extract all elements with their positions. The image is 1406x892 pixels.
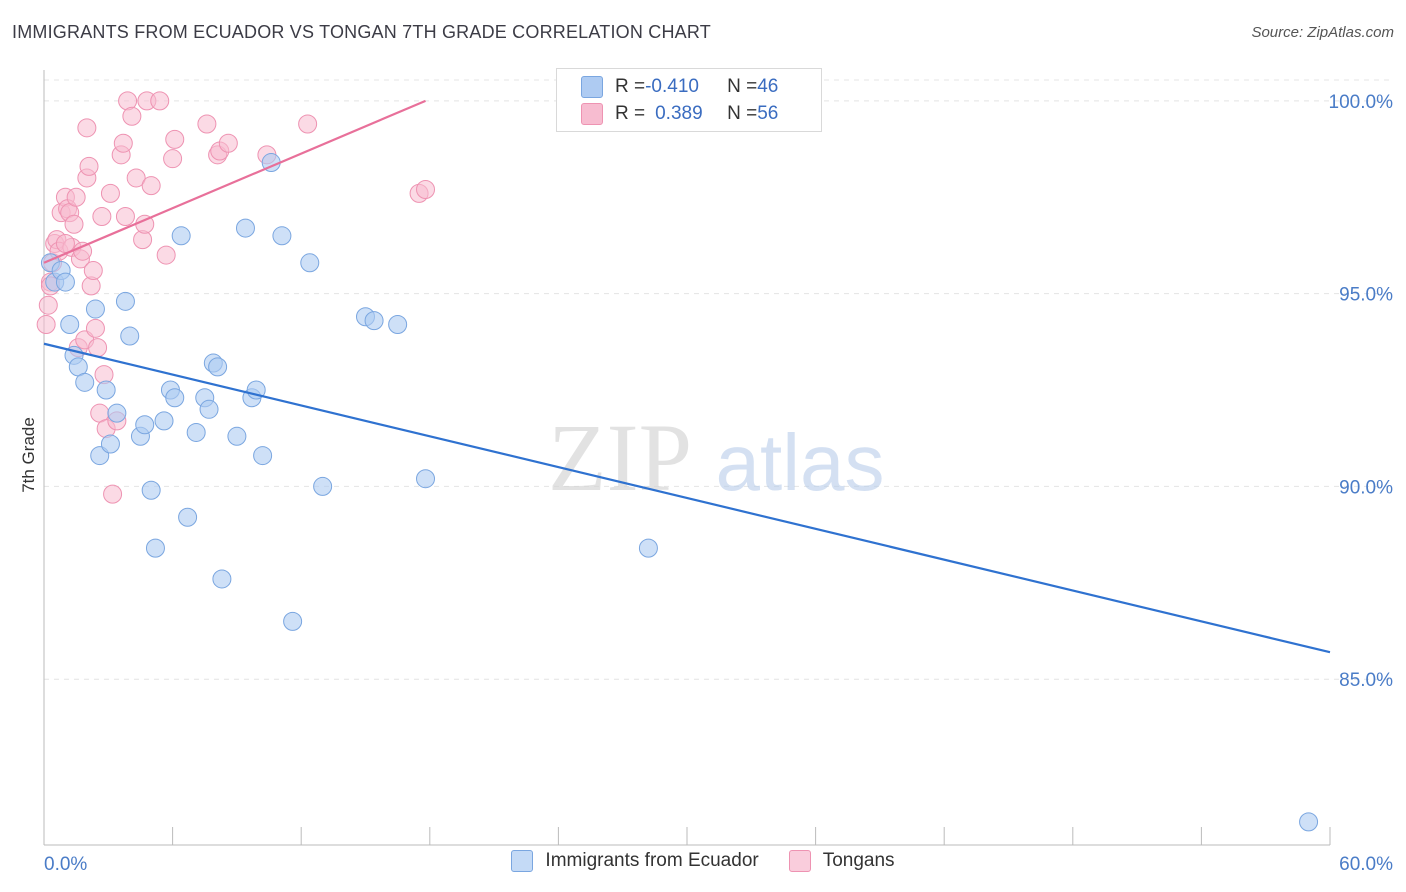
- y-axis-label: 7th Grade: [19, 417, 38, 493]
- source-label: Source: ZipAtlas.com: [1251, 24, 1394, 41]
- ecuador-point: [60, 314, 80, 334]
- legend-swatch-blue: [581, 76, 603, 98]
- watermark-atlas: atlas: [716, 418, 885, 507]
- tongans-trend-line: [43, 99, 426, 264]
- ecuador-point: [171, 226, 191, 246]
- tongans-point: [103, 484, 123, 504]
- ecuador-point: [388, 314, 408, 334]
- tongans-point: [298, 114, 318, 134]
- ecuador-point: [212, 569, 232, 589]
- legend-row-ecuador: R = -0.410 N = 46: [581, 74, 778, 100]
- axes: [43, 70, 1331, 846]
- ecuador-point: [135, 415, 155, 435]
- ecuador-point: [208, 357, 228, 377]
- ecuador-point: [227, 426, 247, 446]
- ecuador-point: [115, 291, 135, 311]
- legend-r-label: R =: [615, 103, 646, 124]
- tongans-point: [115, 207, 135, 227]
- y-tick-label: 95.0%: [1339, 285, 1393, 306]
- tongans-point: [92, 207, 112, 227]
- ecuador-trend-line: [43, 342, 1331, 654]
- tongans-point: [218, 133, 238, 153]
- ecuador-point: [364, 311, 384, 331]
- tongans-point: [64, 214, 84, 234]
- ecuador-point: [300, 253, 320, 273]
- ecuador-point: [120, 326, 140, 346]
- trend-lines: [43, 99, 1331, 654]
- y-tick-label: 100.0%: [1329, 92, 1394, 113]
- ecuador-point: [272, 226, 292, 246]
- tongans-point: [126, 168, 146, 188]
- tongans-points: [36, 91, 436, 504]
- ecuador-point: [638, 538, 658, 558]
- tongans-point: [79, 156, 99, 176]
- tongans-point: [163, 149, 183, 169]
- tongans-point: [150, 91, 170, 111]
- legend-item-ecuador: Immigrants from Ecuador: [511, 850, 759, 872]
- x-tick-label: 0.0%: [44, 854, 87, 875]
- ecuador-point: [141, 480, 161, 500]
- legend-n-label: N =: [727, 103, 758, 124]
- tongans-point: [416, 180, 436, 200]
- legend-r-value: -0.410: [645, 76, 699, 97]
- ecuador-point: [165, 388, 185, 408]
- ecuador-point: [55, 272, 75, 292]
- ecuador-point: [1299, 812, 1319, 832]
- ecuador-point: [154, 411, 174, 431]
- ecuador-point: [75, 372, 95, 392]
- legend-row-tongans: R = 0.389 N = 56: [581, 101, 778, 127]
- legend-item-tongans: Tongans: [788, 850, 895, 872]
- ecuador-points: [40, 153, 1319, 832]
- tongans-point: [113, 133, 133, 153]
- ecuador-point: [107, 403, 127, 423]
- legend-r-value: 0.389: [655, 103, 703, 124]
- tongans-point: [100, 183, 120, 203]
- tongans-point: [165, 129, 185, 149]
- tongans-point: [83, 260, 103, 280]
- tongans-point: [85, 318, 105, 338]
- ecuador-point: [85, 299, 105, 319]
- tongans-point: [66, 187, 86, 207]
- y-tick-label: 90.0%: [1339, 477, 1393, 498]
- legend-n-value: 56: [757, 103, 779, 124]
- legend-swatch-blue: [511, 850, 534, 872]
- ecuador-point: [253, 446, 273, 466]
- legend-label-tongans: Tongans: [822, 850, 895, 871]
- series-legend: Immigrants from Ecuador Tongans: [0, 850, 1406, 872]
- chart-title: IMMIGRANTS FROM ECUADOR VS TONGAN 7TH GR…: [12, 22, 711, 42]
- ecuador-point: [199, 399, 219, 419]
- legend-r-label: R =: [615, 76, 646, 97]
- tongans-point: [38, 295, 58, 315]
- ecuador-point: [416, 469, 436, 489]
- grid: [44, 79, 1390, 680]
- ecuador-point: [100, 434, 120, 454]
- legend-n-value: 46: [757, 76, 779, 97]
- stats-legend: R = -0.410 N = 46 R = 0.389 N = 56: [556, 68, 822, 132]
- tongans-point: [77, 118, 97, 138]
- ecuador-point: [313, 476, 333, 496]
- y-tick-label: 85.0%: [1339, 670, 1393, 691]
- legend-label-ecuador: Immigrants from Ecuador: [545, 850, 759, 871]
- tongans-point: [88, 338, 108, 358]
- tick-labels: 85.0% 90.0% 95.0% 100.0% 0.0% 60.0%: [44, 92, 1393, 875]
- legend-swatch-pink: [788, 850, 811, 872]
- tongans-point: [197, 114, 217, 134]
- ecuador-point: [186, 422, 206, 442]
- ecuador-point: [283, 611, 303, 631]
- tongans-point: [156, 245, 176, 265]
- tongans-point: [141, 176, 161, 196]
- ecuador-point: [145, 538, 165, 558]
- tongans-point: [55, 234, 75, 254]
- ecuador-point: [96, 380, 116, 400]
- x-tick-label: 60.0%: [1339, 854, 1393, 875]
- legend-n-label: N =: [727, 76, 758, 97]
- ecuador-point: [178, 507, 198, 527]
- legend-swatch-pink: [581, 103, 603, 125]
- tongans-point: [36, 314, 56, 334]
- ecuador-point: [235, 218, 255, 238]
- tongans-point: [122, 106, 142, 126]
